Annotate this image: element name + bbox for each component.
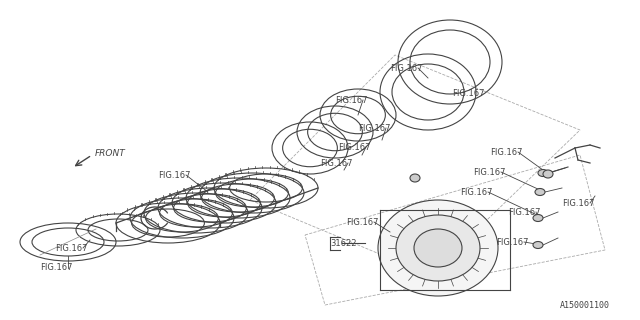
Text: FIG.167: FIG.167: [473, 167, 506, 177]
Ellipse shape: [410, 174, 420, 182]
Text: FIG.167: FIG.167: [346, 218, 378, 227]
Text: A150001100: A150001100: [560, 300, 610, 309]
Text: FIG.167: FIG.167: [338, 142, 371, 151]
Ellipse shape: [378, 200, 498, 296]
Text: FIG.167: FIG.167: [508, 207, 541, 217]
Text: FIG.167: FIG.167: [320, 158, 353, 167]
Ellipse shape: [533, 242, 543, 249]
Text: FIG.167: FIG.167: [40, 263, 72, 273]
Ellipse shape: [535, 188, 545, 196]
Text: FIG.167: FIG.167: [55, 244, 88, 252]
Ellipse shape: [538, 170, 548, 177]
Ellipse shape: [543, 170, 553, 178]
Text: FIG.167: FIG.167: [496, 237, 529, 246]
Text: FIG.167: FIG.167: [452, 89, 484, 98]
Text: 31622: 31622: [330, 238, 356, 247]
Text: FRONT: FRONT: [95, 148, 125, 157]
Text: FIG.167: FIG.167: [490, 148, 522, 156]
Text: FIG.167: FIG.167: [460, 188, 493, 196]
Text: FIG.167: FIG.167: [358, 124, 390, 132]
Ellipse shape: [414, 229, 462, 267]
Text: FIG.167: FIG.167: [562, 198, 595, 207]
Text: FIG.167: FIG.167: [335, 95, 367, 105]
Text: FIG.167: FIG.167: [390, 63, 422, 73]
Text: FIG.167: FIG.167: [158, 171, 191, 180]
Ellipse shape: [396, 215, 480, 281]
Ellipse shape: [533, 214, 543, 221]
